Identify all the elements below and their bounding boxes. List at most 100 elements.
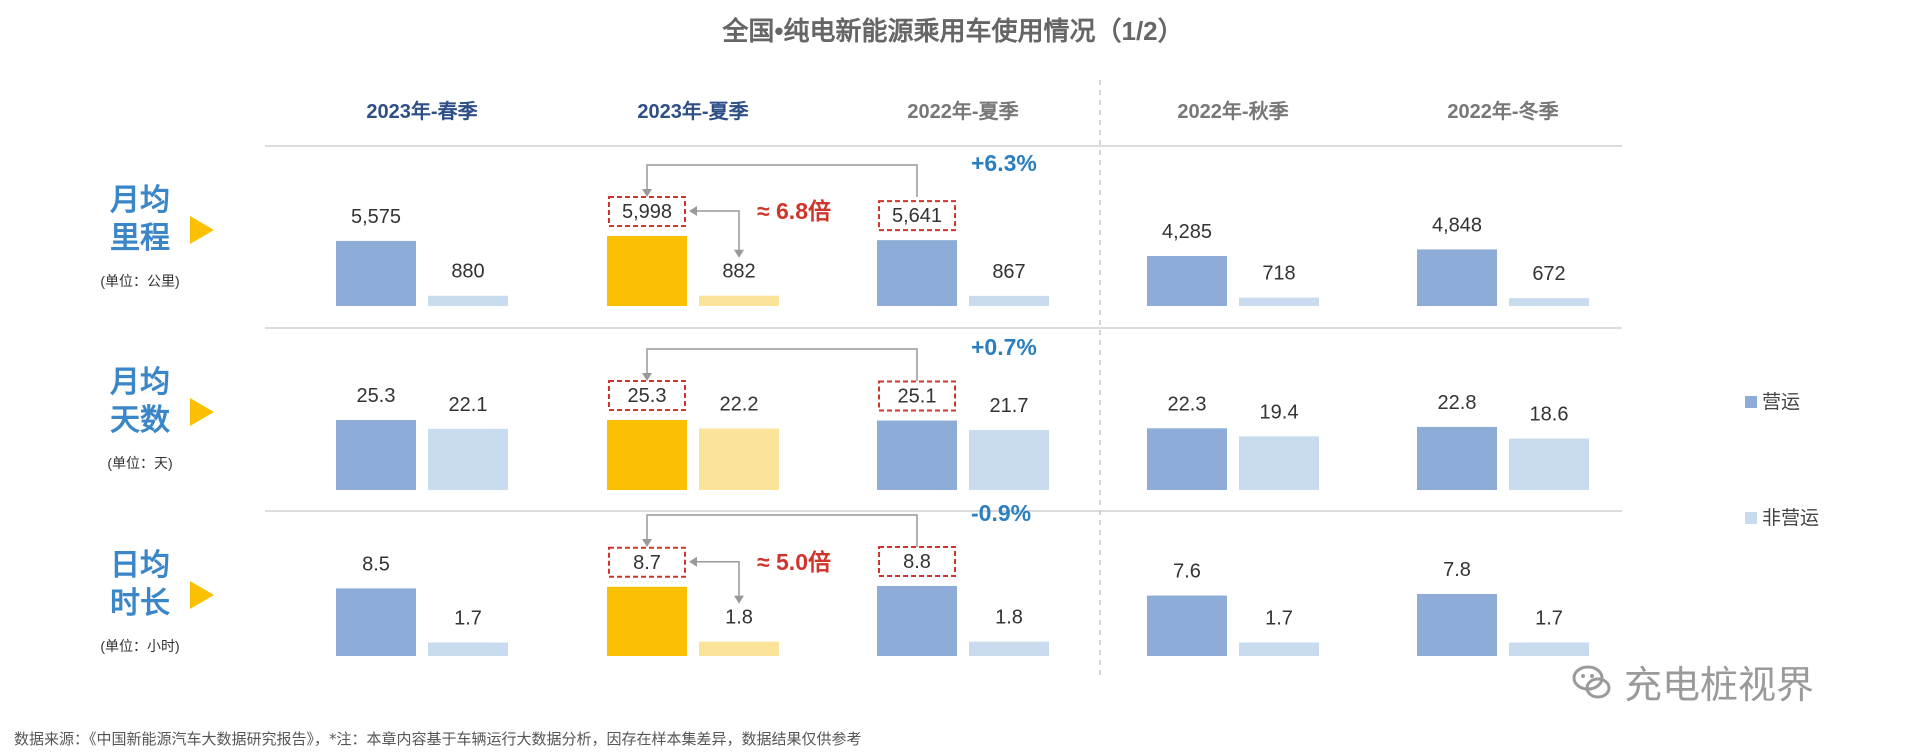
- non-operating-value-label: 22.2: [720, 394, 759, 416]
- row-label-line2: 里程: [110, 222, 170, 255]
- operating-value-label: 5,575: [351, 206, 401, 228]
- change-label: +0.7%: [971, 334, 1037, 360]
- highlight-box: [878, 546, 956, 577]
- non-operating-bar: [1509, 298, 1589, 306]
- non-operating-value-label: 867: [992, 261, 1025, 283]
- connector-arrowhead-icon: [642, 539, 652, 547]
- ratio-arrowhead-icon: [734, 595, 744, 604]
- operating-value-label: 5,641: [892, 205, 942, 227]
- non-operating-bar: [1239, 642, 1319, 656]
- non-operating-value-label: 19.4: [1260, 401, 1299, 423]
- period-header: 2023年-夏季: [637, 99, 748, 123]
- row-label-line2: 时长: [110, 587, 170, 620]
- operating-bar: [336, 420, 416, 490]
- period-header: 2022年-夏季: [907, 99, 1018, 123]
- operating-value-label: 8.7: [633, 552, 661, 574]
- operating-bar: [1147, 255, 1227, 306]
- legend-swatch: [1745, 512, 1757, 524]
- wechat-icon: [1572, 665, 1611, 698]
- usage-chart: 全国•纯电新能源乘用车使用情况（1/2） 2023年-春季 2023年-夏季 2022…: [100, 16, 1819, 680]
- period-header: 2022年-秋季: [1177, 99, 1288, 123]
- row-unit: (单位：公里): [100, 273, 179, 289]
- row-unit: (单位：小时): [100, 638, 179, 654]
- non-operating-bar: [969, 295, 1049, 306]
- non-operating-bar: [1239, 297, 1319, 306]
- operating-value-label: 25.1: [898, 386, 937, 408]
- row-label-line1: 月均: [110, 184, 170, 217]
- highlight-box: [608, 546, 686, 578]
- operating-bar: [877, 586, 957, 656]
- brand-watermark: 充电桩视界: [1570, 654, 1814, 709]
- ratio-arrowhead-icon: [689, 556, 697, 567]
- operating-bar: [336, 588, 416, 656]
- non-operating-value-label: 1.7: [454, 607, 482, 629]
- non-operating-value-label: 1.8: [725, 607, 753, 629]
- non-operating-bar: [699, 295, 779, 306]
- comparison-connector: [646, 164, 918, 197]
- operating-value-label: 5,998: [622, 201, 672, 223]
- operating-value-label: 22.8: [1438, 392, 1477, 414]
- row-unit: (单位：天): [107, 455, 172, 471]
- operating-value-label: 4,285: [1162, 221, 1212, 243]
- change-label: -0.9%: [971, 500, 1031, 526]
- non-operating-value-label: 22.1: [449, 394, 488, 416]
- operating-bar: [1417, 249, 1497, 306]
- operating-bar: [1147, 595, 1227, 656]
- row-label-line1: 日均: [110, 549, 170, 582]
- legend-swatch: [1745, 396, 1757, 408]
- row-label-line2: 天数: [110, 404, 171, 437]
- operating-bar: [1417, 426, 1497, 490]
- operating-value-label: 22.3: [1168, 393, 1207, 415]
- operating-value-label: 8.5: [362, 553, 390, 575]
- non-operating-bar: [699, 641, 779, 656]
- highlight-box: [878, 380, 956, 412]
- ratio-arrowhead-icon: [689, 206, 697, 216]
- operating-bar: [607, 420, 687, 490]
- operating-value-label: 25.3: [357, 385, 396, 407]
- non-operating-value-label: 1.8: [995, 607, 1023, 629]
- ratio-label: ≈ 6.8倍: [757, 198, 831, 224]
- ratio-connector: [693, 561, 740, 598]
- operating-value-label: 7.6: [1173, 561, 1201, 583]
- brand-name: 充电桩视界: [1624, 663, 1815, 707]
- chart-title: 全国•纯电新能源乘用车使用情况（1/2）: [721, 16, 1183, 46]
- row-arrow-icon: [190, 398, 214, 426]
- operating-value-label: 25.3: [628, 385, 667, 407]
- comparison-connector: [646, 514, 918, 547]
- highlight-box: [608, 196, 686, 227]
- legend-label: 营运: [1762, 391, 1800, 413]
- highlight-box: [608, 380, 686, 411]
- connector-arrowhead-icon: [642, 373, 652, 381]
- non-operating-bar: [1509, 438, 1589, 490]
- operating-bar: [1417, 593, 1497, 656]
- non-operating-bar: [969, 429, 1049, 490]
- non-operating-bar: [1239, 436, 1319, 490]
- non-operating-bar: [428, 295, 508, 306]
- operating-bar: [877, 240, 957, 306]
- non-operating-bar: [1509, 642, 1589, 656]
- non-operating-bar: [699, 428, 779, 490]
- non-operating-value-label: 18.6: [1530, 404, 1569, 426]
- non-operating-value-label: 672: [1532, 263, 1565, 285]
- non-operating-value-label: 880: [451, 261, 484, 283]
- non-operating-value-label: 1.7: [1265, 607, 1293, 629]
- period-header: 2022年-冬季: [1447, 99, 1558, 123]
- non-operating-value-label: 718: [1262, 263, 1295, 285]
- ratio-arrowhead-icon: [734, 249, 744, 258]
- operating-value-label: 7.8: [1443, 559, 1471, 581]
- operating-bar: [1147, 428, 1227, 490]
- change-label: +6.3%: [971, 150, 1037, 176]
- row-arrow-icon: [190, 216, 214, 244]
- non-operating-value-label: 21.7: [990, 395, 1029, 417]
- legend-label: 非营运: [1762, 507, 1819, 529]
- operating-value-label: 4,848: [1432, 214, 1482, 236]
- row-label-line1: 月均: [110, 366, 170, 399]
- connector-arrowhead-icon: [642, 189, 652, 197]
- operating-bar: [607, 236, 687, 306]
- ratio-label: ≈ 5.0倍: [757, 549, 831, 575]
- operating-bar: [607, 586, 687, 656]
- non-operating-bar: [428, 428, 508, 490]
- non-operating-bar: [969, 641, 1049, 656]
- non-operating-value-label: 882: [722, 261, 755, 283]
- operating-value-label: 8.8: [903, 551, 931, 573]
